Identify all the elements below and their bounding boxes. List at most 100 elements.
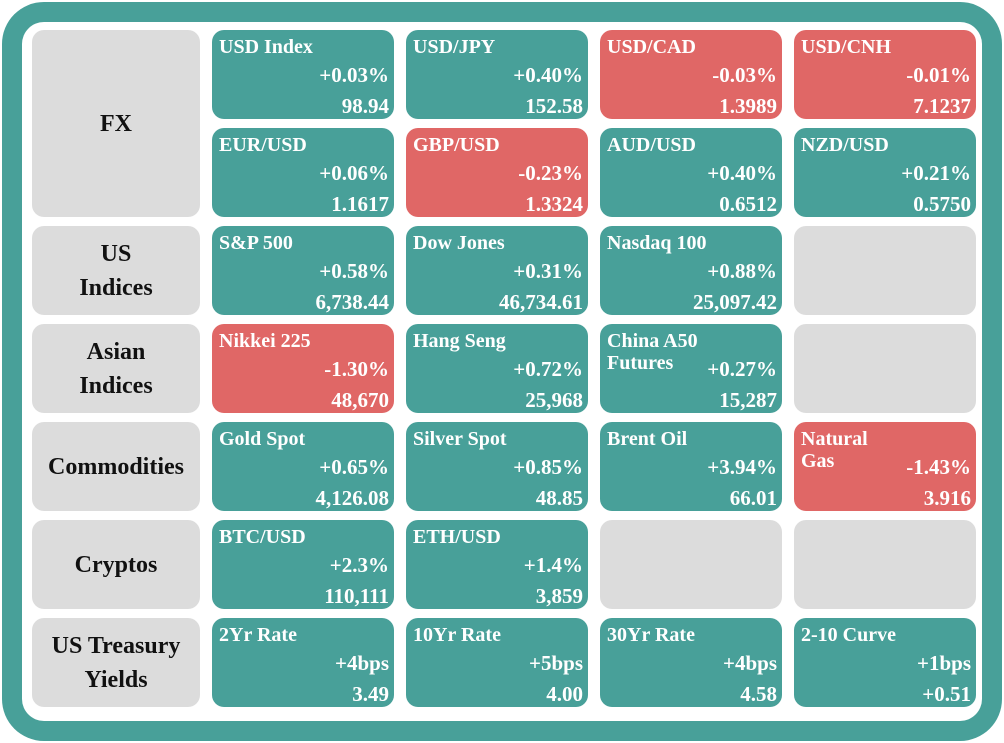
tile-value: 46,734.61 bbox=[499, 290, 583, 314]
tile-change: +1bps bbox=[917, 651, 971, 675]
tile-change: +0.85% bbox=[513, 455, 583, 479]
tile-aud-usd[interactable]: AUD/USD +0.40% 0.6512 bbox=[600, 128, 782, 217]
tile-change: +1.4% bbox=[523, 553, 583, 577]
tile-change: -1.43% bbox=[906, 455, 971, 479]
tile-value: 48,670 bbox=[331, 388, 389, 412]
tile-silver-spot[interactable]: Silver Spot +0.85% 48.85 bbox=[406, 422, 588, 511]
tile-value: 25,968 bbox=[525, 388, 583, 412]
tile-change: +0.58% bbox=[319, 259, 389, 283]
tile-btc-usd[interactable]: BTC/USD +2.3% 110,111 bbox=[212, 520, 394, 609]
tile-name: Nasdaq 100 bbox=[607, 232, 707, 254]
tile-change: +0.31% bbox=[513, 259, 583, 283]
tile-change: -0.23% bbox=[518, 161, 583, 185]
tile-value: 110,111 bbox=[324, 584, 389, 608]
category-treasury-yields: US Treasury Yields bbox=[32, 618, 200, 707]
tile-value: 152.58 bbox=[525, 94, 583, 118]
tile-change: -0.01% bbox=[906, 63, 971, 87]
tile-name: AUD/USD bbox=[607, 134, 696, 156]
tile-value: 6,738.44 bbox=[315, 290, 390, 314]
tile-name: USD/CNH bbox=[801, 36, 892, 58]
tile-value: 1.3324 bbox=[525, 192, 583, 216]
tile-name: USD Index bbox=[219, 36, 313, 58]
tile-change: +5bps bbox=[529, 651, 583, 675]
tile-name: 10Yr Rate bbox=[413, 624, 501, 646]
tile-value: 0.6512 bbox=[719, 192, 777, 216]
category-us-indices: US Indices bbox=[32, 226, 200, 315]
tile-china-a50[interactable]: China A50 Futures +0.27% 15,287 bbox=[600, 324, 782, 413]
tile-name: USD/CAD bbox=[607, 36, 696, 58]
tile-change: +4bps bbox=[335, 651, 389, 675]
tile-name: 2Yr Rate bbox=[219, 624, 297, 646]
category-fx: FX bbox=[32, 30, 200, 217]
dashboard-panel: FX USD Index +0.03% 98.94 USD/JPY +0.40%… bbox=[22, 22, 982, 721]
tile-value: 3.916 bbox=[923, 486, 971, 510]
tile-change: +0.27% bbox=[707, 357, 777, 381]
tile-value: 1.3989 bbox=[719, 94, 777, 118]
tile-name: China A50 Futures bbox=[607, 330, 698, 374]
tile-natural-gas[interactable]: Natural Gas -1.43% 3.916 bbox=[794, 422, 976, 511]
tile-nzd-usd[interactable]: NZD/USD +0.21% 0.5750 bbox=[794, 128, 976, 217]
tile-name: BTC/USD bbox=[219, 526, 306, 548]
tile-value: 0.5750 bbox=[913, 192, 971, 216]
category-commodities: Commodities bbox=[32, 422, 200, 511]
tile-gold-spot[interactable]: Gold Spot +0.65% 4,126.08 bbox=[212, 422, 394, 511]
tile-name: Brent Oil bbox=[607, 428, 688, 450]
tile-value: 1.1617 bbox=[331, 192, 389, 216]
tile-name: Silver Spot bbox=[413, 428, 507, 450]
tile-10yr-rate[interactable]: 10Yr Rate +5bps 4.00 bbox=[406, 618, 588, 707]
tile-nikkei225[interactable]: Nikkei 225 -1.30% 48,670 bbox=[212, 324, 394, 413]
tile-usd-index[interactable]: USD Index +0.03% 98.94 bbox=[212, 30, 394, 119]
tile-30yr-rate[interactable]: 30Yr Rate +4bps 4.58 bbox=[600, 618, 782, 707]
tile-usd-jpy[interactable]: USD/JPY +0.40% 152.58 bbox=[406, 30, 588, 119]
tile-gbp-usd[interactable]: GBP/USD -0.23% 1.3324 bbox=[406, 128, 588, 217]
tile-eth-usd[interactable]: ETH/USD +1.4% 3,859 bbox=[406, 520, 588, 609]
category-cryptos: Cryptos bbox=[32, 520, 200, 609]
tile-change: +0.65% bbox=[319, 455, 389, 479]
tile-brent-oil[interactable]: Brent Oil +3.94% 66.01 bbox=[600, 422, 782, 511]
category-asian-indices: Asian Indices bbox=[32, 324, 200, 413]
empty-tile bbox=[794, 226, 976, 315]
tile-value: 4.58 bbox=[740, 682, 777, 706]
tile-name: Dow Jones bbox=[413, 232, 505, 254]
tile-nasdaq100[interactable]: Nasdaq 100 +0.88% 25,097.42 bbox=[600, 226, 782, 315]
tile-dow-jones[interactable]: Dow Jones +0.31% 46,734.61 bbox=[406, 226, 588, 315]
tile-change: +4bps bbox=[723, 651, 777, 675]
tile-change: +2.3% bbox=[329, 553, 389, 577]
tile-name: Nikkei 225 bbox=[219, 330, 311, 352]
tile-value: 3.49 bbox=[352, 682, 389, 706]
tile-change: +0.40% bbox=[707, 161, 777, 185]
tile-change: +0.03% bbox=[319, 63, 389, 87]
tile-2-10-curve[interactable]: 2-10 Curve +1bps +0.51 bbox=[794, 618, 976, 707]
tile-name: Natural Gas bbox=[801, 428, 868, 472]
tile-change: -0.03% bbox=[712, 63, 777, 87]
tile-name: GBP/USD bbox=[413, 134, 500, 156]
tile-value: 4,126.08 bbox=[315, 486, 390, 510]
tile-sp500[interactable]: S&P 500 +0.58% 6,738.44 bbox=[212, 226, 394, 315]
tile-2yr-rate[interactable]: 2Yr Rate +4bps 3.49 bbox=[212, 618, 394, 707]
tile-change: -1.30% bbox=[324, 357, 389, 381]
tile-usd-cad[interactable]: USD/CAD -0.03% 1.3989 bbox=[600, 30, 782, 119]
market-grid: FX USD Index +0.03% 98.94 USD/JPY +0.40%… bbox=[32, 30, 976, 707]
tile-name: ETH/USD bbox=[413, 526, 501, 548]
tile-value: 15,287 bbox=[719, 388, 777, 412]
empty-tile bbox=[794, 324, 976, 413]
tile-change: +0.06% bbox=[319, 161, 389, 185]
tile-name: USD/JPY bbox=[413, 36, 496, 58]
tile-value: 4.00 bbox=[546, 682, 583, 706]
tile-usd-cnh[interactable]: USD/CNH -0.01% 7.1237 bbox=[794, 30, 976, 119]
tile-change: +0.21% bbox=[901, 161, 971, 185]
tile-value: 25,097.42 bbox=[693, 290, 777, 314]
tile-name: S&P 500 bbox=[219, 232, 293, 254]
tile-value: +0.51 bbox=[922, 682, 971, 706]
tile-change: +0.40% bbox=[513, 63, 583, 87]
tile-change: +0.72% bbox=[513, 357, 583, 381]
tile-hang-seng[interactable]: Hang Seng +0.72% 25,968 bbox=[406, 324, 588, 413]
tile-name: 2-10 Curve bbox=[801, 624, 896, 646]
empty-tile bbox=[794, 520, 976, 609]
empty-tile bbox=[600, 520, 782, 609]
tile-value: 48.85 bbox=[535, 486, 583, 510]
tile-value: 98.94 bbox=[341, 94, 389, 118]
tile-name: EUR/USD bbox=[219, 134, 307, 156]
tile-eur-usd[interactable]: EUR/USD +0.06% 1.1617 bbox=[212, 128, 394, 217]
tile-name: Hang Seng bbox=[413, 330, 506, 352]
